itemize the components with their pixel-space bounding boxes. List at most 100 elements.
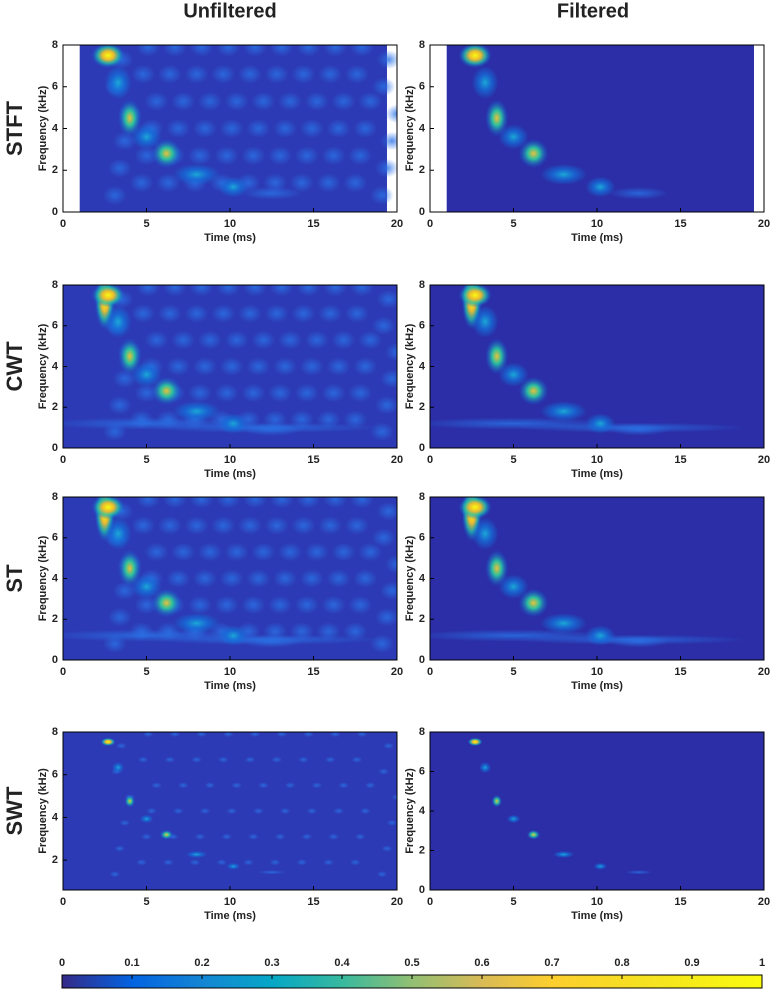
- heatmap-feature: [321, 383, 346, 403]
- heatmap-feature: [189, 45, 214, 57]
- heatmap-feature: [326, 357, 351, 376]
- heatmap-feature: [129, 622, 154, 641]
- heatmap-feature: [196, 732, 207, 738]
- heatmap-feature: [343, 622, 367, 641]
- heatmap-feature: [350, 45, 374, 57]
- heatmap-feature: [184, 304, 209, 323]
- heatmap-feature: [100, 737, 116, 747]
- heatmap-feature: [177, 782, 189, 789]
- heatmap-feature: [189, 497, 214, 509]
- y-tick-label: 8: [52, 279, 58, 291]
- heatmap-feature: [303, 732, 314, 738]
- heatmap-feature: [321, 595, 346, 615]
- heatmap-feature: [279, 807, 291, 815]
- heatmap-feature: [276, 732, 288, 738]
- heatmap-feature: [265, 304, 289, 323]
- heatmap-feature: [118, 99, 142, 137]
- x-tick-label: 10: [591, 454, 603, 466]
- heatmap-feature: [540, 401, 587, 422]
- heatmap-feature: [172, 807, 184, 815]
- heatmap-feature: [124, 794, 136, 808]
- x-tick-label: 20: [391, 666, 403, 678]
- x-tick-label: 0: [60, 218, 66, 230]
- heatmap-feature: [251, 542, 276, 562]
- column-title: Filtered: [557, 0, 629, 22]
- y-tick-label: 2: [419, 401, 425, 413]
- heatmap-feature: [485, 337, 509, 375]
- heatmap-feature: [198, 330, 222, 350]
- heatmap-feature: [485, 549, 509, 587]
- heatmap-feature: [348, 383, 372, 403]
- heatmap-feature: [103, 185, 127, 205]
- heatmap-feature: [162, 859, 174, 866]
- y-axis-label: Frequency (kHz): [37, 323, 49, 409]
- heatmap-feature: [226, 862, 241, 870]
- heatmap-feature: [323, 285, 347, 297]
- heatmap-feature: [375, 158, 397, 178]
- heatmap-feature: [331, 330, 356, 350]
- heatmap-feature: [268, 146, 292, 166]
- y-tick-label: 6: [419, 81, 425, 93]
- heatmap-feature: [108, 396, 132, 415]
- x-tick-label: 0: [60, 896, 66, 908]
- heatmap-feature: [458, 285, 492, 308]
- heatmap-feature: [458, 45, 492, 68]
- x-tick-label: 10: [591, 218, 603, 230]
- heatmap-feature: [326, 119, 351, 138]
- heatmap-feature: [194, 833, 206, 840]
- heatmap-feature: [376, 871, 388, 878]
- heatmap-feature: [345, 304, 369, 323]
- heatmap-feature: [193, 357, 217, 376]
- y-tick-label: 8: [52, 39, 58, 51]
- heatmap-feature: [108, 158, 132, 178]
- y-axis-label: Frequency (kHz): [37, 85, 49, 171]
- y-tick-label: 6: [419, 532, 425, 544]
- heatmap-feature: [216, 859, 227, 866]
- heatmap-feature: [188, 383, 212, 403]
- heatmap-feature: [265, 64, 289, 84]
- heatmap-feature: [386, 819, 397, 826]
- heatmap-feature: [270, 285, 294, 297]
- heatmap-feature: [350, 497, 374, 509]
- heatmap-feature: [331, 542, 356, 562]
- heatmap-feature: [370, 185, 394, 205]
- heatmap-feature: [371, 77, 396, 97]
- heatmap-feature: [251, 330, 276, 350]
- y-tick-label: 6: [52, 769, 58, 781]
- heatmap-feature: [199, 807, 211, 815]
- heatmap-feature: [343, 410, 367, 429]
- y-tick-label: 0: [52, 206, 58, 218]
- heatmap-feature: [458, 497, 492, 520]
- heatmap-feature: [333, 807, 344, 815]
- heatmap-feature: [295, 146, 319, 166]
- heatmap-feature: [268, 595, 292, 615]
- heatmap-feature: [370, 634, 394, 653]
- y-tick-label: 6: [52, 81, 58, 93]
- heatmap-feature: [219, 119, 244, 138]
- heatmap-feature: [291, 516, 316, 535]
- heatmap-feature: [211, 64, 236, 84]
- y-axis-label: Frequency (kHz): [37, 768, 49, 854]
- x-tick-label: 15: [307, 218, 319, 230]
- colorbar-tick-label: 0: [59, 957, 65, 969]
- x-axis-label: Time (ms): [571, 680, 623, 692]
- heatmap-feature: [471, 517, 499, 550]
- heatmap-feature: [91, 285, 125, 308]
- heatmap-feature: [380, 369, 397, 388]
- heatmap-feature: [246, 357, 271, 376]
- x-tick-label: 10: [591, 666, 603, 678]
- heatmap-feature: [131, 124, 162, 150]
- y-tick-label: 6: [419, 765, 425, 777]
- y-tick-label: 2: [52, 164, 58, 176]
- heatmap-feature: [231, 782, 242, 789]
- x-tick-label: 0: [60, 666, 66, 678]
- heatmap-feature: [164, 756, 176, 763]
- x-tick-label: 15: [307, 896, 319, 908]
- heatmap-feature: [305, 330, 329, 350]
- heatmap-feature: [253, 807, 264, 815]
- x-tick-label: 20: [758, 218, 770, 230]
- heatmap-feature: [226, 807, 237, 815]
- heatmap-feature: [391, 794, 397, 801]
- heatmap-feature: [290, 622, 314, 641]
- heatmap-feature: [189, 285, 214, 297]
